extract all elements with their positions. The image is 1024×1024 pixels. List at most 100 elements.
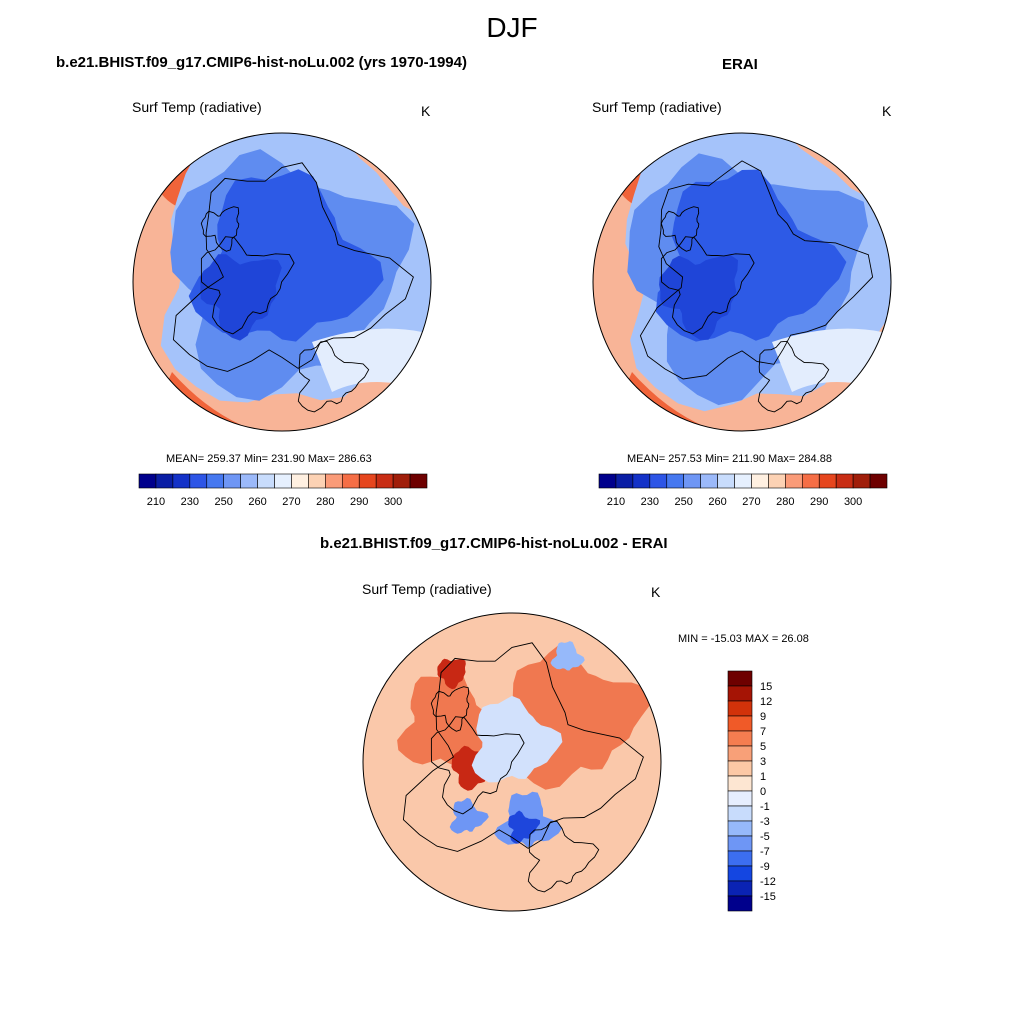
colorbar-tick-label: 1 (760, 771, 766, 783)
colorbar-tick-label: 0 (760, 786, 766, 798)
colorbar-box (155, 473, 174, 489)
coastline (430, 716, 525, 815)
coastline (757, 340, 830, 413)
cool-anomaly-region (449, 797, 489, 834)
panel-2-stats: MEAN= 257.53 Min= 211.90 Max= 284.88 (627, 453, 832, 465)
colorbar-box (615, 473, 634, 489)
colorbar-box (727, 775, 753, 792)
panel-1-variable-label: Surf Temp (radiative) (132, 99, 262, 115)
colorbar-box (727, 880, 753, 897)
colorbar-box (801, 473, 820, 489)
colorbar-tick-label: 270 (742, 496, 760, 508)
colorbar-tick-label: 300 (844, 496, 862, 508)
coastline (660, 236, 755, 335)
cool-anomaly-region (471, 695, 563, 783)
colorbar-tick-label: 280 (776, 496, 794, 508)
colorbar-box (869, 473, 888, 489)
colorbar-box (632, 473, 651, 489)
colorbar-box (727, 700, 753, 717)
colorbar-box (852, 473, 871, 489)
colorbar-box (785, 473, 803, 489)
colorbar-box (291, 473, 309, 489)
coastline (200, 206, 240, 252)
panel-3-variable-label: Surf Temp (radiative) (362, 581, 492, 597)
colorbar-box (727, 745, 753, 762)
colorbar-box (598, 473, 617, 489)
colorbar-tick-label: -15 (760, 891, 776, 903)
colorbar-box (818, 473, 837, 489)
colorbar-box (223, 473, 241, 489)
cold-anomaly-region (508, 810, 541, 844)
panel-1-stats: MEAN= 259.37 Min= 231.90 Max= 286.63 (166, 453, 372, 465)
panel-2-colorbar: 210 230 250 260 270 280 290 300 (598, 473, 888, 508)
colorbar-box (325, 473, 343, 489)
map-border (132, 132, 432, 432)
colorbar-box (358, 473, 377, 489)
coastline (200, 236, 295, 335)
colorbar-box (727, 670, 753, 687)
colorbar-box (727, 805, 753, 822)
coastline (430, 686, 470, 732)
colorbar-box (727, 895, 753, 912)
colorbar-tick-label: 210 (147, 496, 165, 508)
colorbar-box (257, 473, 275, 489)
panel-2-variable-label: Surf Temp (radiative) (592, 99, 722, 115)
colorbar-tick-label: 290 (810, 496, 828, 508)
colorbar-box (727, 760, 753, 777)
colorbar-tick-label: 250 (675, 496, 693, 508)
panel-1-title: b.e21.BHIST.f09_g17.CMIP6-hist-noLu.002 … (56, 54, 467, 71)
colorbar-box (700, 473, 718, 489)
colorbar-box (727, 715, 753, 732)
colorbar-tick-label: 300 (384, 496, 402, 508)
colorbar-tick-label: -7 (760, 846, 770, 858)
cold-core-region (659, 255, 738, 340)
panel-2-units-label: K (882, 103, 892, 119)
panel-3-polar-map (362, 612, 662, 912)
colorbar-tick-label: 270 (282, 496, 300, 508)
colorbar-box (341, 473, 360, 489)
colorbar-box (727, 850, 753, 867)
panel-3-title: b.e21.BHIST.f09_g17.CMIP6-hist-noLu.002 … (320, 535, 668, 552)
colorbar-box (240, 473, 258, 489)
colorbar-tick-label: 250 (215, 496, 233, 508)
colorbar-tick-label: -3 (760, 816, 770, 828)
colorbar-tick-label: 230 (181, 496, 199, 508)
colorbar-tick-label: -5 (760, 831, 770, 843)
colorbar-box (666, 473, 685, 489)
coastline (527, 820, 600, 893)
colorbar-tick-label: 210 (607, 496, 625, 508)
colorbar-box (751, 473, 769, 489)
panel-2-polar-map (592, 132, 892, 432)
colorbar-tick-label: 290 (350, 496, 368, 508)
colorbar-box (206, 473, 225, 489)
cold-core-region (199, 254, 282, 341)
colorbar-box (835, 473, 854, 489)
colorbar-box (727, 820, 753, 837)
panel-1-polar-map (132, 132, 432, 432)
colorbar-box (734, 473, 752, 489)
colorbar-box (727, 730, 753, 747)
colorbar-box (392, 473, 411, 489)
colorbar-tick-label: 260 (708, 496, 726, 508)
map-border (362, 612, 662, 912)
colorbar-tick-label: 12 (760, 696, 772, 708)
panel-1-units-label: K (421, 103, 431, 119)
panel-2-title: ERAI (722, 56, 758, 73)
colorbar-tick-label: 230 (641, 496, 659, 508)
colorbar-box (274, 473, 292, 489)
colorbar-box (727, 835, 753, 852)
hot-anomaly-region (437, 658, 466, 690)
colorbar-box (189, 473, 208, 489)
colorbar-tick-label: -12 (760, 876, 776, 888)
coastline (297, 340, 370, 413)
map-border (592, 132, 892, 432)
colorbar-tick-label: 9 (760, 711, 766, 723)
colorbar-box (375, 473, 394, 489)
colorbar-tick-label: 280 (316, 496, 334, 508)
panel-3-stats: MIN = -15.03 MAX = 26.08 (678, 633, 809, 645)
colorbar-box (727, 685, 753, 702)
colorbar-box (727, 790, 753, 807)
colorbar-tick-label: 7 (760, 726, 766, 738)
colorbar-tick-label: 3 (760, 756, 766, 768)
colorbar-box (683, 473, 701, 489)
